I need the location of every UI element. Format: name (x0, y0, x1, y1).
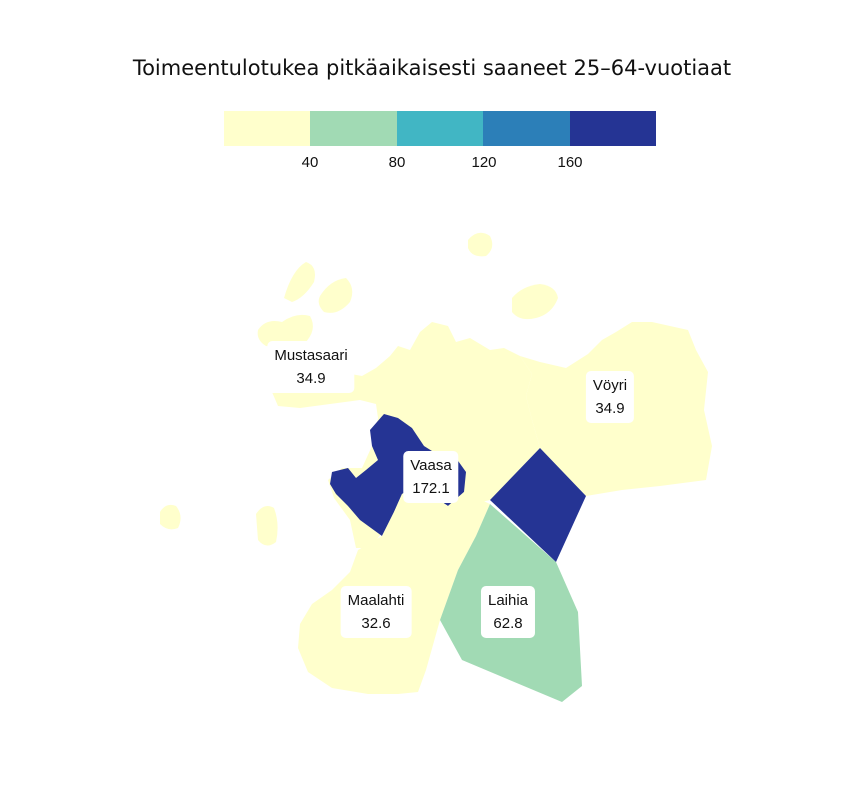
label-maalahti: Maalahti 32.6 (340, 586, 412, 638)
label-maalahti-name: Maalahti (347, 592, 405, 609)
region-vaasa-east[interactable] (490, 448, 586, 562)
legend-tick-40: 40 (301, 154, 319, 171)
label-mustasaari-value: 34.9 (296, 370, 326, 387)
label-vaasa-name: Vaasa (410, 457, 452, 474)
legend-swatch-1 (224, 111, 311, 146)
legend-swatch-3 (396, 111, 484, 146)
color-legend (224, 111, 657, 146)
legend-swatch-2 (310, 111, 397, 146)
label-laihia: Laihia 62.8 (480, 586, 536, 638)
region-vaasa[interactable] (330, 414, 466, 536)
label-mustasaari: Mustasaari 34.9 (267, 341, 355, 393)
label-mustasaari-name: Mustasaari (274, 347, 348, 364)
label-vaasa: Vaasa 172.1 (403, 451, 459, 503)
legend-swatch-4 (483, 111, 570, 146)
label-voyri-value: 34.9 (595, 400, 625, 417)
legend-tick-160: 160 (557, 154, 583, 171)
legend-tick-80: 80 (388, 154, 406, 171)
legend-tick-120: 120 (471, 154, 497, 171)
label-maalahti-value: 32.6 (361, 615, 391, 632)
label-voyri-name: Vöyri (592, 377, 628, 394)
label-laihia-value: 62.8 (493, 615, 523, 632)
legend-swatch-5 (569, 111, 657, 146)
label-laihia-name: Laihia (487, 592, 529, 609)
label-voyri: Vöyri 34.9 (585, 371, 635, 423)
map-title: Toimeentulotukea pitkäaikaisesti saaneet… (132, 56, 732, 80)
mustasaari-islands (160, 232, 558, 546)
label-vaasa-value: 172.1 (412, 480, 450, 497)
